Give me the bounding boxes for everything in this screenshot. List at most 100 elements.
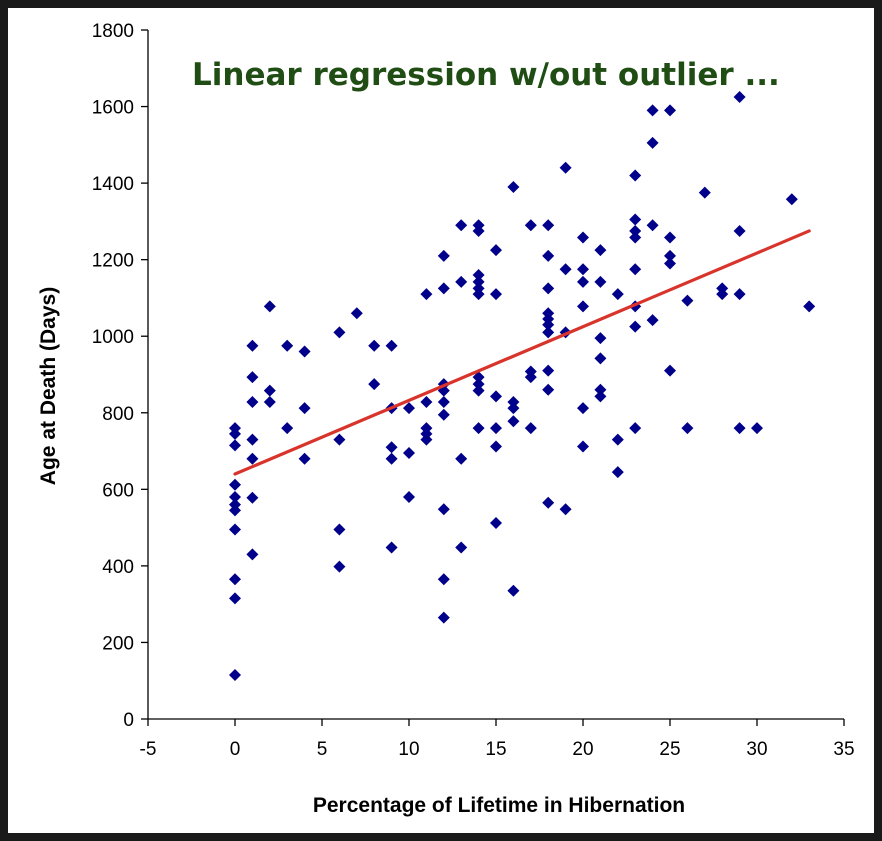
data-point (437, 611, 450, 624)
data-point (472, 282, 485, 295)
data-point (594, 244, 607, 257)
data-point (385, 441, 398, 454)
data-point (229, 478, 241, 491)
x-tick-label: 25 (659, 739, 680, 760)
y-tick-label: 1800 (92, 21, 134, 42)
data-point (298, 452, 311, 465)
data-point (733, 422, 746, 435)
y-tick-label: 0 (123, 710, 134, 731)
data-point (368, 339, 381, 352)
data-point (716, 282, 729, 295)
data-point (472, 219, 485, 232)
data-point (333, 523, 346, 536)
data-point (733, 288, 746, 301)
data-point (437, 282, 450, 295)
data-point (403, 446, 415, 459)
data-point (507, 415, 520, 428)
scatter-chart: 0 200 400 600 800 1000 1200 1400 1600 1800 -5 0 5 10… (37, 21, 855, 817)
data-point (594, 332, 607, 345)
data-point (246, 396, 259, 409)
data-point (751, 422, 763, 435)
data-point (664, 257, 676, 270)
data-point (507, 396, 520, 409)
data-point (420, 422, 433, 435)
data-point (281, 422, 294, 435)
data-point (350, 307, 363, 320)
x-tick-label: 0 (230, 739, 241, 760)
data-point (229, 490, 241, 503)
y-tick-label: 600 (102, 480, 134, 501)
data-point (507, 180, 520, 193)
data-point (681, 422, 694, 435)
data-point (455, 452, 468, 465)
data-point (681, 294, 694, 307)
data-point (246, 371, 259, 384)
data-point (472, 275, 485, 288)
y-tick-label: 1200 (92, 251, 134, 272)
data-point (403, 490, 415, 503)
data-point (524, 422, 537, 435)
data-point (577, 300, 589, 313)
data-point (472, 422, 485, 435)
data-point (263, 396, 276, 409)
data-point (333, 326, 346, 339)
data-point (646, 219, 659, 232)
y-tick-label: 400 (102, 557, 134, 578)
data-point (490, 440, 502, 453)
data-point (229, 668, 241, 681)
data-point (629, 231, 642, 244)
data-point (664, 249, 676, 262)
data-point (229, 573, 241, 586)
data-point (472, 384, 485, 397)
data-point (594, 275, 607, 288)
data-point (733, 224, 746, 237)
data-point (229, 439, 241, 452)
data-point (577, 275, 589, 288)
data-point (577, 263, 589, 276)
data-point (646, 314, 659, 327)
data-point (803, 300, 816, 313)
data-point (385, 452, 398, 465)
data-points (229, 90, 816, 681)
data-point (542, 219, 555, 232)
data-point (664, 104, 676, 117)
x-tick-label: 35 (833, 739, 854, 760)
data-point (698, 186, 711, 199)
data-point (542, 307, 555, 320)
data-point (542, 326, 555, 339)
data-point (542, 282, 555, 295)
data-point (629, 422, 642, 435)
data-point (455, 275, 468, 288)
data-point (785, 193, 798, 206)
data-point (263, 384, 276, 397)
data-point (385, 339, 398, 352)
data-point (577, 231, 589, 244)
data-point (490, 244, 502, 257)
data-point (229, 422, 241, 435)
data-point (559, 263, 572, 276)
x-tick-label: 30 (746, 739, 767, 760)
data-point (542, 249, 555, 262)
data-point (229, 498, 241, 511)
data-point (229, 523, 241, 536)
data-point (229, 592, 241, 605)
data-point (403, 402, 415, 415)
x-tick-label: 5 (317, 739, 328, 760)
data-point (629, 224, 642, 237)
x-tick-label: 15 (485, 739, 506, 760)
data-point (594, 352, 607, 365)
y-tick-label: 1000 (92, 327, 134, 348)
data-point (490, 390, 502, 403)
chart-title: Linear regression w/out outlier ... (192, 57, 780, 93)
y-tick-label: 1600 (92, 98, 134, 119)
y-tick-labels: 0 200 400 600 800 1000 1200 1400 1600 1800 (92, 21, 134, 731)
data-point (524, 365, 537, 378)
data-point (507, 402, 520, 415)
data-point (524, 219, 537, 232)
chart-frame: 0 200 400 600 800 1000 1200 1400 1600 1800 -5 0 5 10… (8, 8, 874, 833)
x-tick-label: -5 (140, 739, 157, 760)
x-tick-label: 10 (398, 739, 419, 760)
data-point (611, 466, 624, 479)
y-tick-label: 1400 (92, 174, 134, 195)
data-point (559, 161, 572, 174)
